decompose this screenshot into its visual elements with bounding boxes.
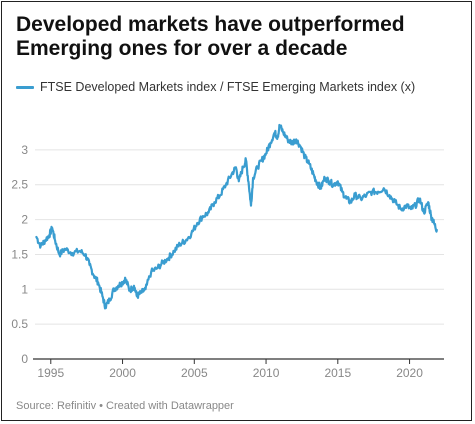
y-tick-label: 0 [21,352,28,366]
y-tick-label: 2.5 [11,178,28,192]
legend: FTSE Developed Markets index / FTSE Emer… [16,80,415,94]
x-tick-label: 2000 [109,366,136,380]
x-tick-label: 2010 [253,366,280,380]
x-tick-label: 2005 [181,366,208,380]
chart-title: Developed markets have outperformed Emer… [16,13,405,60]
x-tick-label: 1995 [37,366,64,380]
legend-swatch [16,85,34,89]
source-footer: Source: Refinitiv • Created with Datawra… [16,400,234,412]
y-tick-label: 3 [21,143,28,157]
line-chart: 0 0.5 1 1.5 2 2.5 3 1995 2000 2005 2010 2015 2020 [11,123,444,380]
y-tick-label: 1.5 [11,247,28,261]
series-line-0 [35,123,438,310]
x-tick-label: 2015 [324,366,351,380]
x-tick-label: 2020 [396,366,423,380]
y-tick-label: 1 [21,282,28,296]
y-tick-label: 0.5 [11,317,28,331]
legend-label: FTSE Developed Markets index / FTSE Emer… [40,80,416,94]
y-tick-label: 2 [21,213,28,227]
